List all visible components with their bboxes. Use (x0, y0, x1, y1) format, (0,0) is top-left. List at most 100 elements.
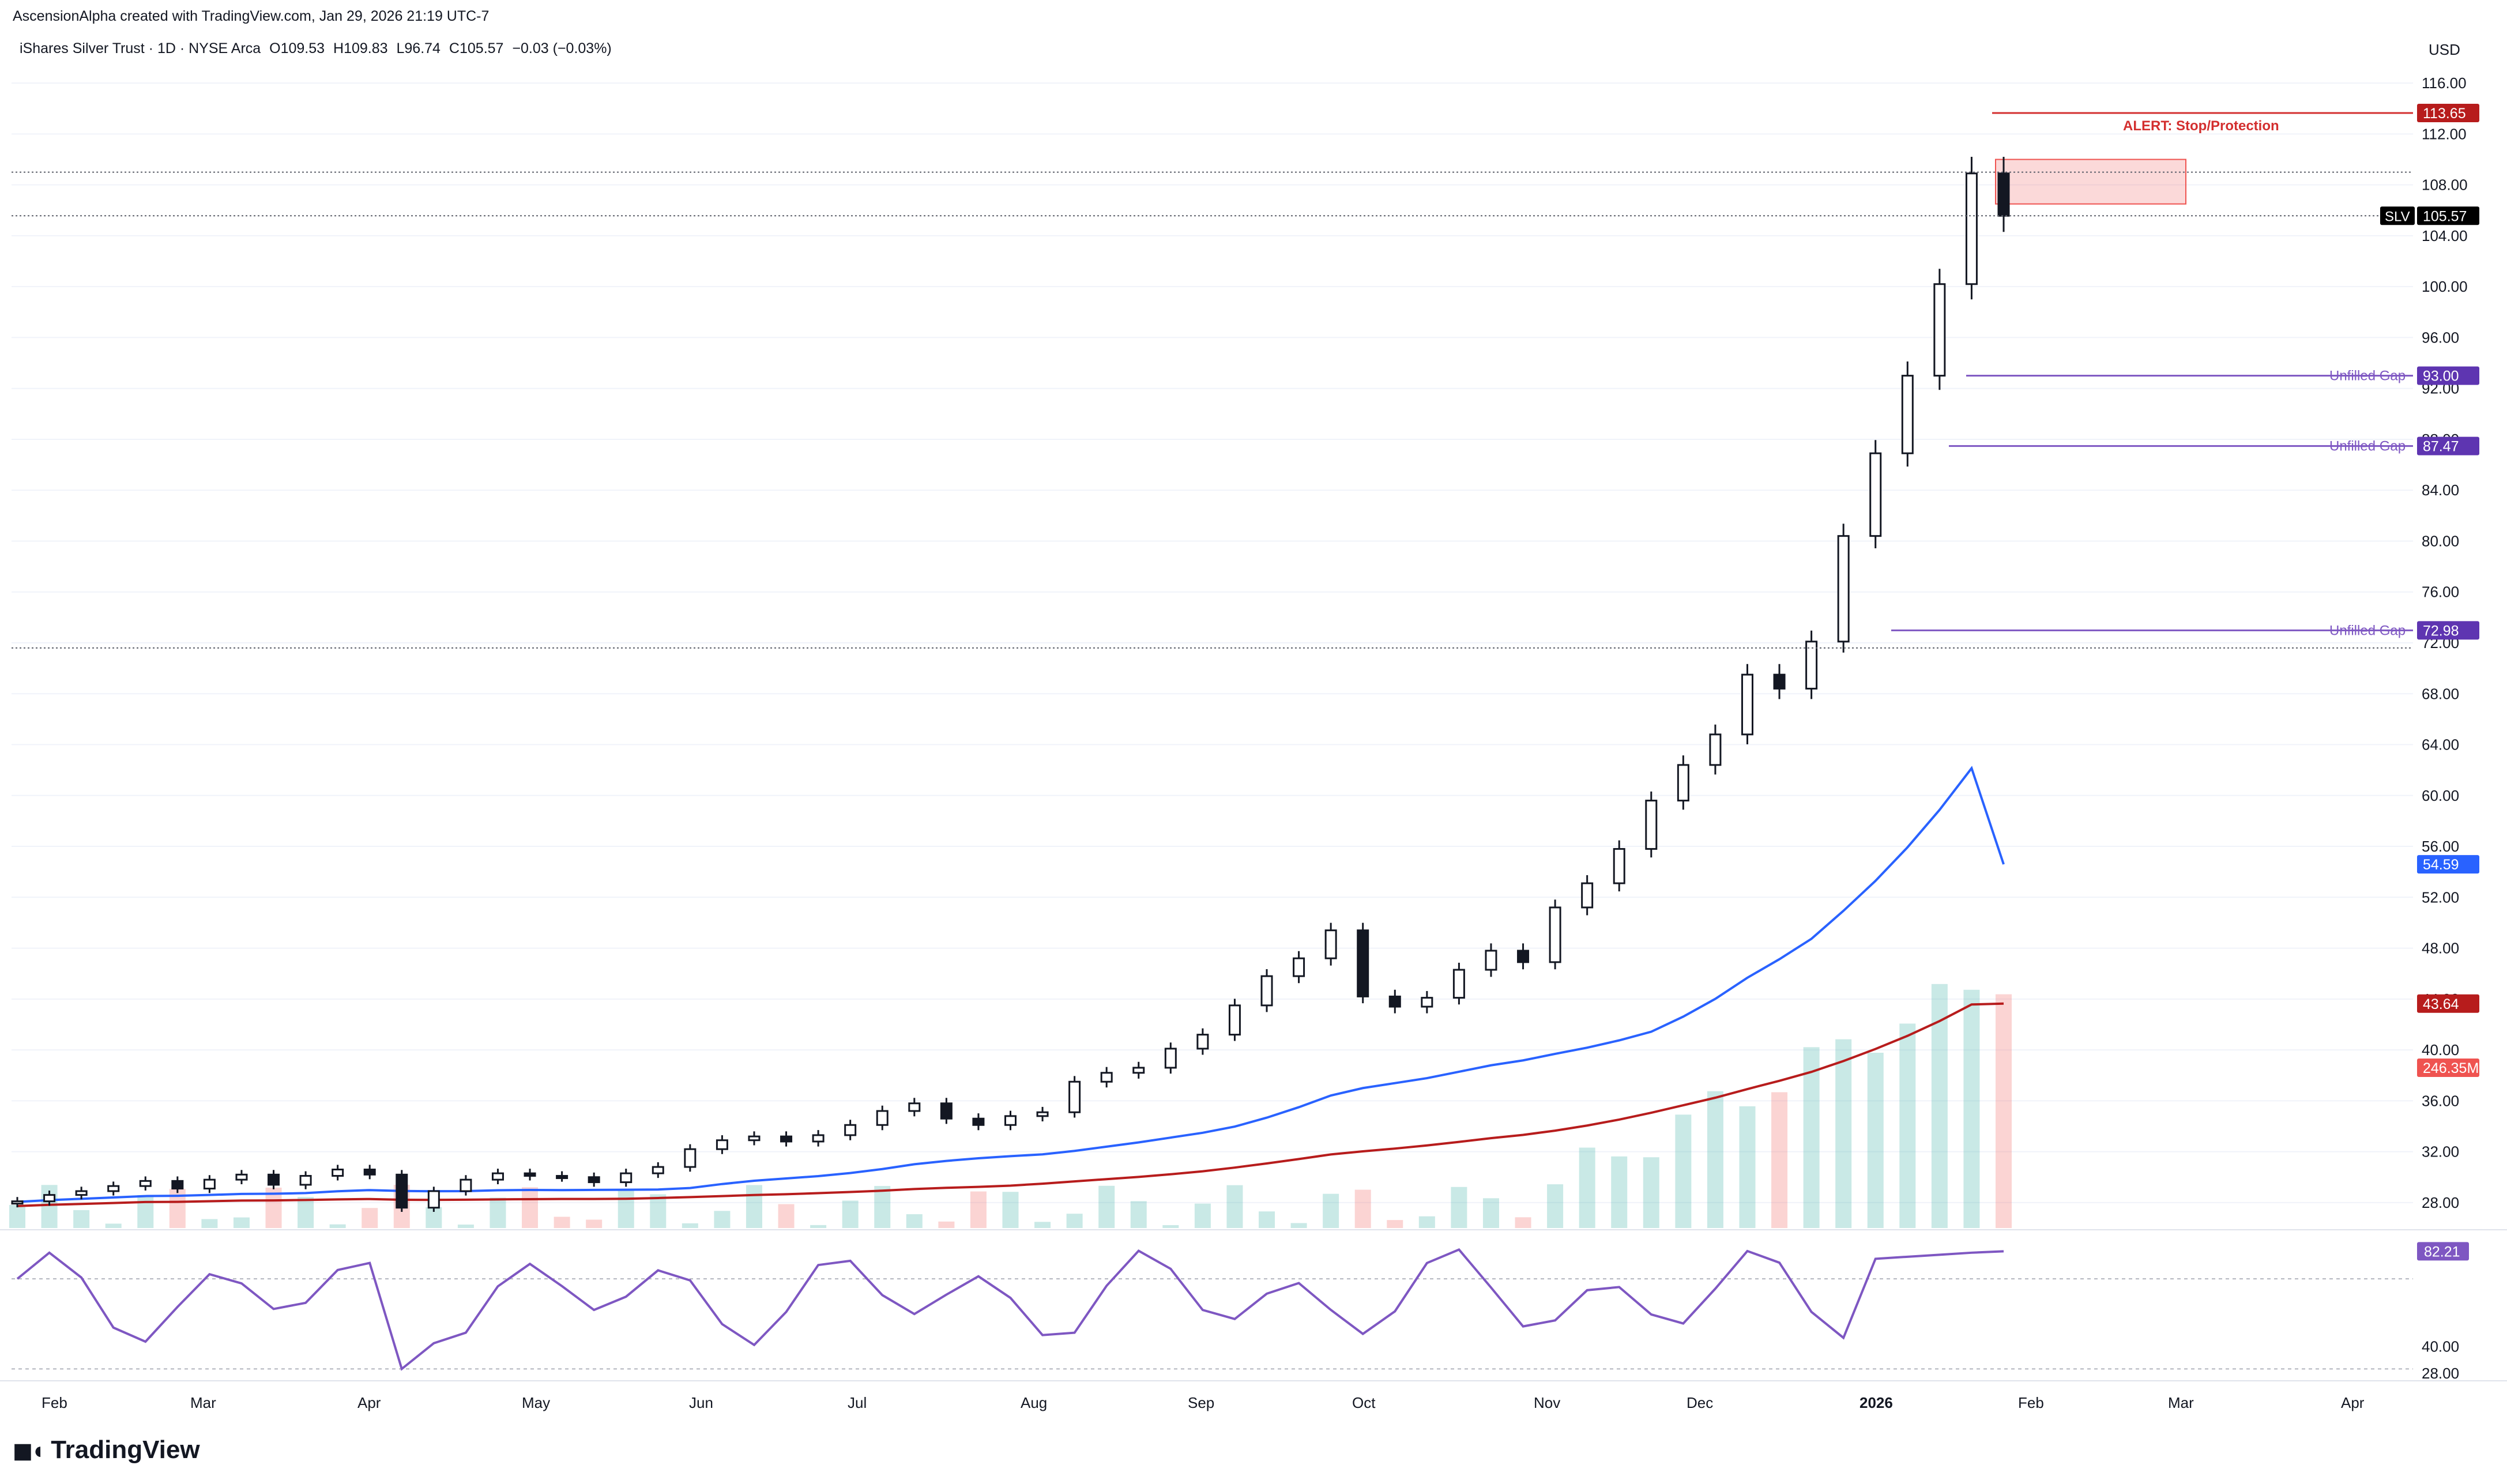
y-tick-label: 100.00 (2422, 278, 2468, 295)
gap-label: Unfilled Gap (2329, 368, 2406, 384)
volume-bar (1226, 1185, 1243, 1228)
y-tick-label: 116.00 (2422, 74, 2467, 92)
volume-bar (1515, 1217, 1531, 1228)
sma-slow-line (17, 1002, 2004, 1207)
candle-body (684, 1148, 697, 1168)
candle-body (1004, 1115, 1017, 1126)
candle-body (396, 1173, 408, 1209)
candle-body (780, 1135, 793, 1143)
candle-body (1421, 997, 1433, 1008)
rsi-value-tag (2417, 1242, 2469, 1261)
symbol-tag (2380, 206, 2415, 225)
price-tag-label: 43.64 (2423, 996, 2459, 1012)
price-tag-label: 72.98 (2423, 623, 2459, 639)
volume-bar (938, 1221, 955, 1228)
volume-bar (457, 1225, 474, 1228)
candle-body (716, 1139, 728, 1150)
volume-bar (1899, 1023, 1916, 1228)
candle-body (1645, 800, 1658, 850)
candle-body (908, 1102, 921, 1112)
price-tag (2417, 103, 2479, 122)
volume-bar (490, 1197, 506, 1228)
volume-bar (1451, 1187, 1467, 1228)
volume-bar (1482, 1198, 1499, 1228)
candle-body (139, 1180, 152, 1187)
volume-bar (618, 1189, 634, 1228)
volume-bar (201, 1219, 218, 1228)
candle-body (588, 1176, 600, 1184)
volume-bar (1867, 1052, 1884, 1228)
x-axis-label: Mar (2168, 1394, 2194, 1411)
price-tag (2417, 621, 2479, 640)
candle-body (972, 1117, 985, 1126)
y-tick-label: 56.00 (2422, 838, 2459, 855)
y-tick-label: 112.00 (2422, 125, 2467, 142)
y-tick-label: 36.00 (2422, 1092, 2459, 1109)
volume-bar (874, 1186, 891, 1228)
currency-label: USD (2429, 41, 2460, 58)
volume-bar (682, 1223, 698, 1228)
x-axis-label: Dec (1687, 1394, 1713, 1411)
legend-change: −0.03 (−0.03%) (512, 40, 612, 57)
volume-bar (810, 1225, 827, 1228)
candle-body (1581, 882, 1594, 909)
x-axis-label: Apr (357, 1394, 381, 1411)
candle-body (1132, 1067, 1145, 1074)
volume-bar (1354, 1189, 1371, 1228)
candle-body (1324, 929, 1337, 959)
price-tag (2417, 855, 2479, 874)
y-tick-label: 104.00 (2422, 227, 2468, 244)
candle-body (1357, 929, 1369, 997)
candle-body (652, 1166, 664, 1174)
symbol-legend[interactable]: iShares Silver Trust · 1D · NYSE Arca O1… (20, 40, 616, 57)
chart-credit: AscensionAlpha created with TradingView.… (13, 8, 490, 24)
candle-body (620, 1172, 633, 1184)
price-tag (2417, 436, 2479, 455)
candle-body (556, 1175, 569, 1180)
x-axis-label: Mar (190, 1394, 216, 1411)
volume-bar (1611, 1156, 1628, 1228)
sma-fast-line (17, 766, 2005, 1203)
volume-bar (1803, 1047, 1820, 1228)
candle-body (940, 1102, 953, 1120)
candle-body (1517, 950, 1530, 963)
legend-low: L96.74 (396, 40, 441, 57)
x-axis-label: 2026 (1859, 1394, 1893, 1411)
candle-body (203, 1178, 216, 1190)
candle-body (1260, 975, 1273, 1007)
volume-bar (1547, 1184, 1564, 1228)
candle-body (1741, 673, 1753, 736)
legend-high: H109.83 (333, 40, 388, 57)
candle-body (1228, 1004, 1241, 1036)
price-tag (2417, 1058, 2479, 1077)
candle-body (235, 1173, 248, 1181)
volume-bar (778, 1204, 795, 1228)
tradingview-logo[interactable]: ◼◖ TradingView (13, 1436, 200, 1464)
volume-bar (1675, 1114, 1692, 1228)
x-axis-label: Apr (2341, 1394, 2365, 1411)
volume-bar (1707, 1091, 1723, 1228)
candle-body (332, 1169, 344, 1177)
tradingview-mark-icon: ◼◖ (13, 1436, 45, 1464)
volume-bar (1002, 1192, 1019, 1228)
volume-bar (329, 1224, 346, 1228)
price-tag-label: 93.00 (2423, 368, 2459, 385)
candle-body (1997, 172, 2010, 217)
volume-bar (9, 1205, 25, 1228)
price-tag (2417, 994, 2479, 1013)
legend-close: C105.57 (449, 40, 504, 57)
candle-body (299, 1175, 312, 1186)
volume-bar (1162, 1225, 1179, 1228)
candle-body (1613, 848, 1625, 884)
volume-bar (1387, 1220, 1403, 1228)
y-tick-label: 32.00 (2422, 1143, 2459, 1161)
candle-body (812, 1134, 825, 1143)
y-tick-label: 60.00 (2422, 787, 2459, 804)
candle-body (1933, 283, 1946, 377)
stop-zone (1995, 159, 2186, 205)
price-tag-label: 113.65 (2423, 106, 2466, 122)
x-axis-label: Aug (1021, 1394, 1047, 1411)
price-tag-label: 87.47 (2423, 439, 2459, 455)
price-chart[interactable]: 116.00112.00108.00104.00100.0096.0092.00… (0, 0, 2507, 1430)
y-tick-label: 84.00 (2422, 481, 2459, 499)
